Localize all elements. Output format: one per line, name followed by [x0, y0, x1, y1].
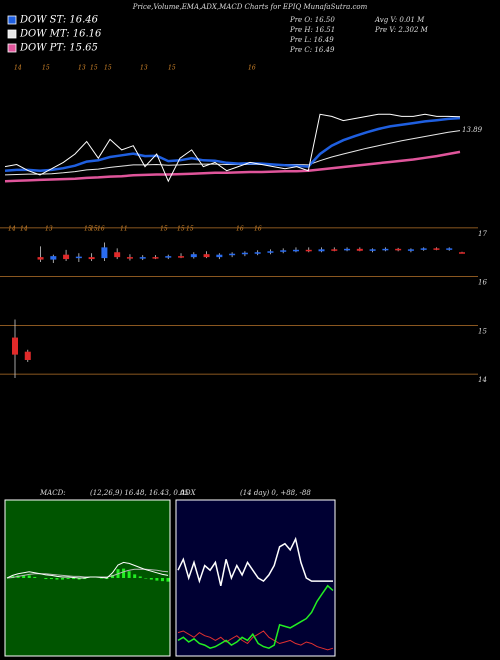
legend-label: DOW ST: 16.46	[19, 15, 99, 26]
date-label: 15	[90, 226, 98, 233]
candle-body	[178, 256, 185, 258]
y-tick-label: 16	[478, 279, 487, 287]
candle-body	[229, 253, 236, 256]
date-label: 15	[104, 65, 112, 72]
candle-body	[280, 250, 287, 252]
candle-body	[114, 252, 121, 258]
legend-swatch	[7, 29, 17, 39]
candle-body	[344, 248, 351, 251]
candle-body	[203, 254, 210, 258]
quote-info: Pre L: 16.49	[289, 36, 334, 44]
date-label: 14	[20, 226, 28, 233]
candle-body	[24, 351, 31, 360]
date-label: 16	[97, 226, 105, 233]
date-label: 15	[90, 65, 98, 72]
date-label: 11	[120, 226, 128, 233]
candle-body	[420, 248, 427, 250]
candle-body	[395, 248, 402, 251]
ema-line	[4, 150, 461, 183]
candle-body	[331, 249, 338, 251]
legend-label: DOW PT: 15.65	[19, 43, 98, 54]
candle-body	[305, 249, 312, 252]
panel-title: ADX	[179, 489, 197, 497]
y-tick-label: 17	[478, 230, 487, 238]
candle-body	[75, 256, 82, 259]
y-tick-label: 14	[478, 376, 487, 384]
date-label: 15	[84, 226, 92, 233]
panel-subtitle: (12,26,9) 16.48, 16.43, 0.05	[90, 489, 190, 497]
panel-title: MACD:	[39, 489, 66, 497]
quote-info: Pre C: 16.49	[289, 46, 335, 54]
candle-body	[292, 249, 299, 252]
date-label: 15	[168, 65, 176, 72]
candle-body	[446, 248, 453, 250]
quote-info: Avg V: 0.01 M	[374, 16, 425, 24]
candle-body	[12, 337, 18, 355]
date-label: 15	[177, 226, 185, 233]
candle-body	[382, 248, 389, 251]
quote-info: Pre V: 2.302 M	[374, 26, 429, 34]
date-label: 16	[254, 226, 262, 233]
date-label: 13	[78, 65, 86, 72]
candle-body	[190, 254, 197, 258]
ema-line	[4, 116, 461, 172]
date-label: 16	[236, 226, 244, 233]
chart-title: Price,Volume,EMA,ADX,MACD Charts for EPI…	[132, 3, 368, 11]
candle-body	[459, 252, 465, 254]
candle-body	[407, 249, 414, 251]
legend-swatch	[7, 15, 17, 25]
y-tick-label: 15	[478, 327, 487, 335]
candle-body	[37, 257, 44, 260]
candle-body	[126, 257, 133, 259]
date-label: 16	[248, 65, 256, 72]
date-label: 15	[42, 65, 50, 72]
legend-swatch	[7, 43, 17, 53]
candle-body	[63, 254, 70, 260]
candle-body	[318, 249, 325, 252]
legend-label: DOW MT: 16.16	[19, 29, 102, 40]
candle-body	[241, 252, 248, 255]
adx-line	[177, 536, 333, 586]
quote-info: Pre H: 16.51	[289, 26, 335, 34]
date-label: 13	[45, 226, 53, 233]
date-label: 15	[186, 226, 194, 233]
date-label: 14	[14, 65, 22, 72]
macd-line	[6, 561, 169, 579]
date-label: 14	[8, 226, 16, 233]
candle-body	[433, 248, 440, 250]
candle-body	[152, 257, 159, 259]
candle-body	[50, 256, 57, 260]
ema-line	[4, 130, 461, 176]
candle-body	[101, 247, 108, 259]
date-label: 13	[140, 65, 148, 72]
candle-body	[369, 249, 376, 251]
annotation: 13.89	[462, 126, 483, 134]
candle-body	[267, 251, 274, 253]
candle-body	[139, 257, 146, 259]
panel-subtitle: (14 day) 0, +88, -88	[240, 489, 311, 497]
quote-info: Pre O: 16.50	[289, 16, 335, 24]
candle-body	[88, 257, 95, 260]
price-line	[4, 113, 461, 183]
candle-body	[216, 254, 223, 258]
date-label: 15	[160, 226, 168, 233]
plus-di-line	[177, 584, 334, 650]
candle-body	[165, 256, 172, 258]
panel	[175, 499, 336, 657]
candle-body	[254, 252, 261, 254]
candle-body	[356, 248, 363, 251]
minus-di-line	[177, 630, 334, 651]
